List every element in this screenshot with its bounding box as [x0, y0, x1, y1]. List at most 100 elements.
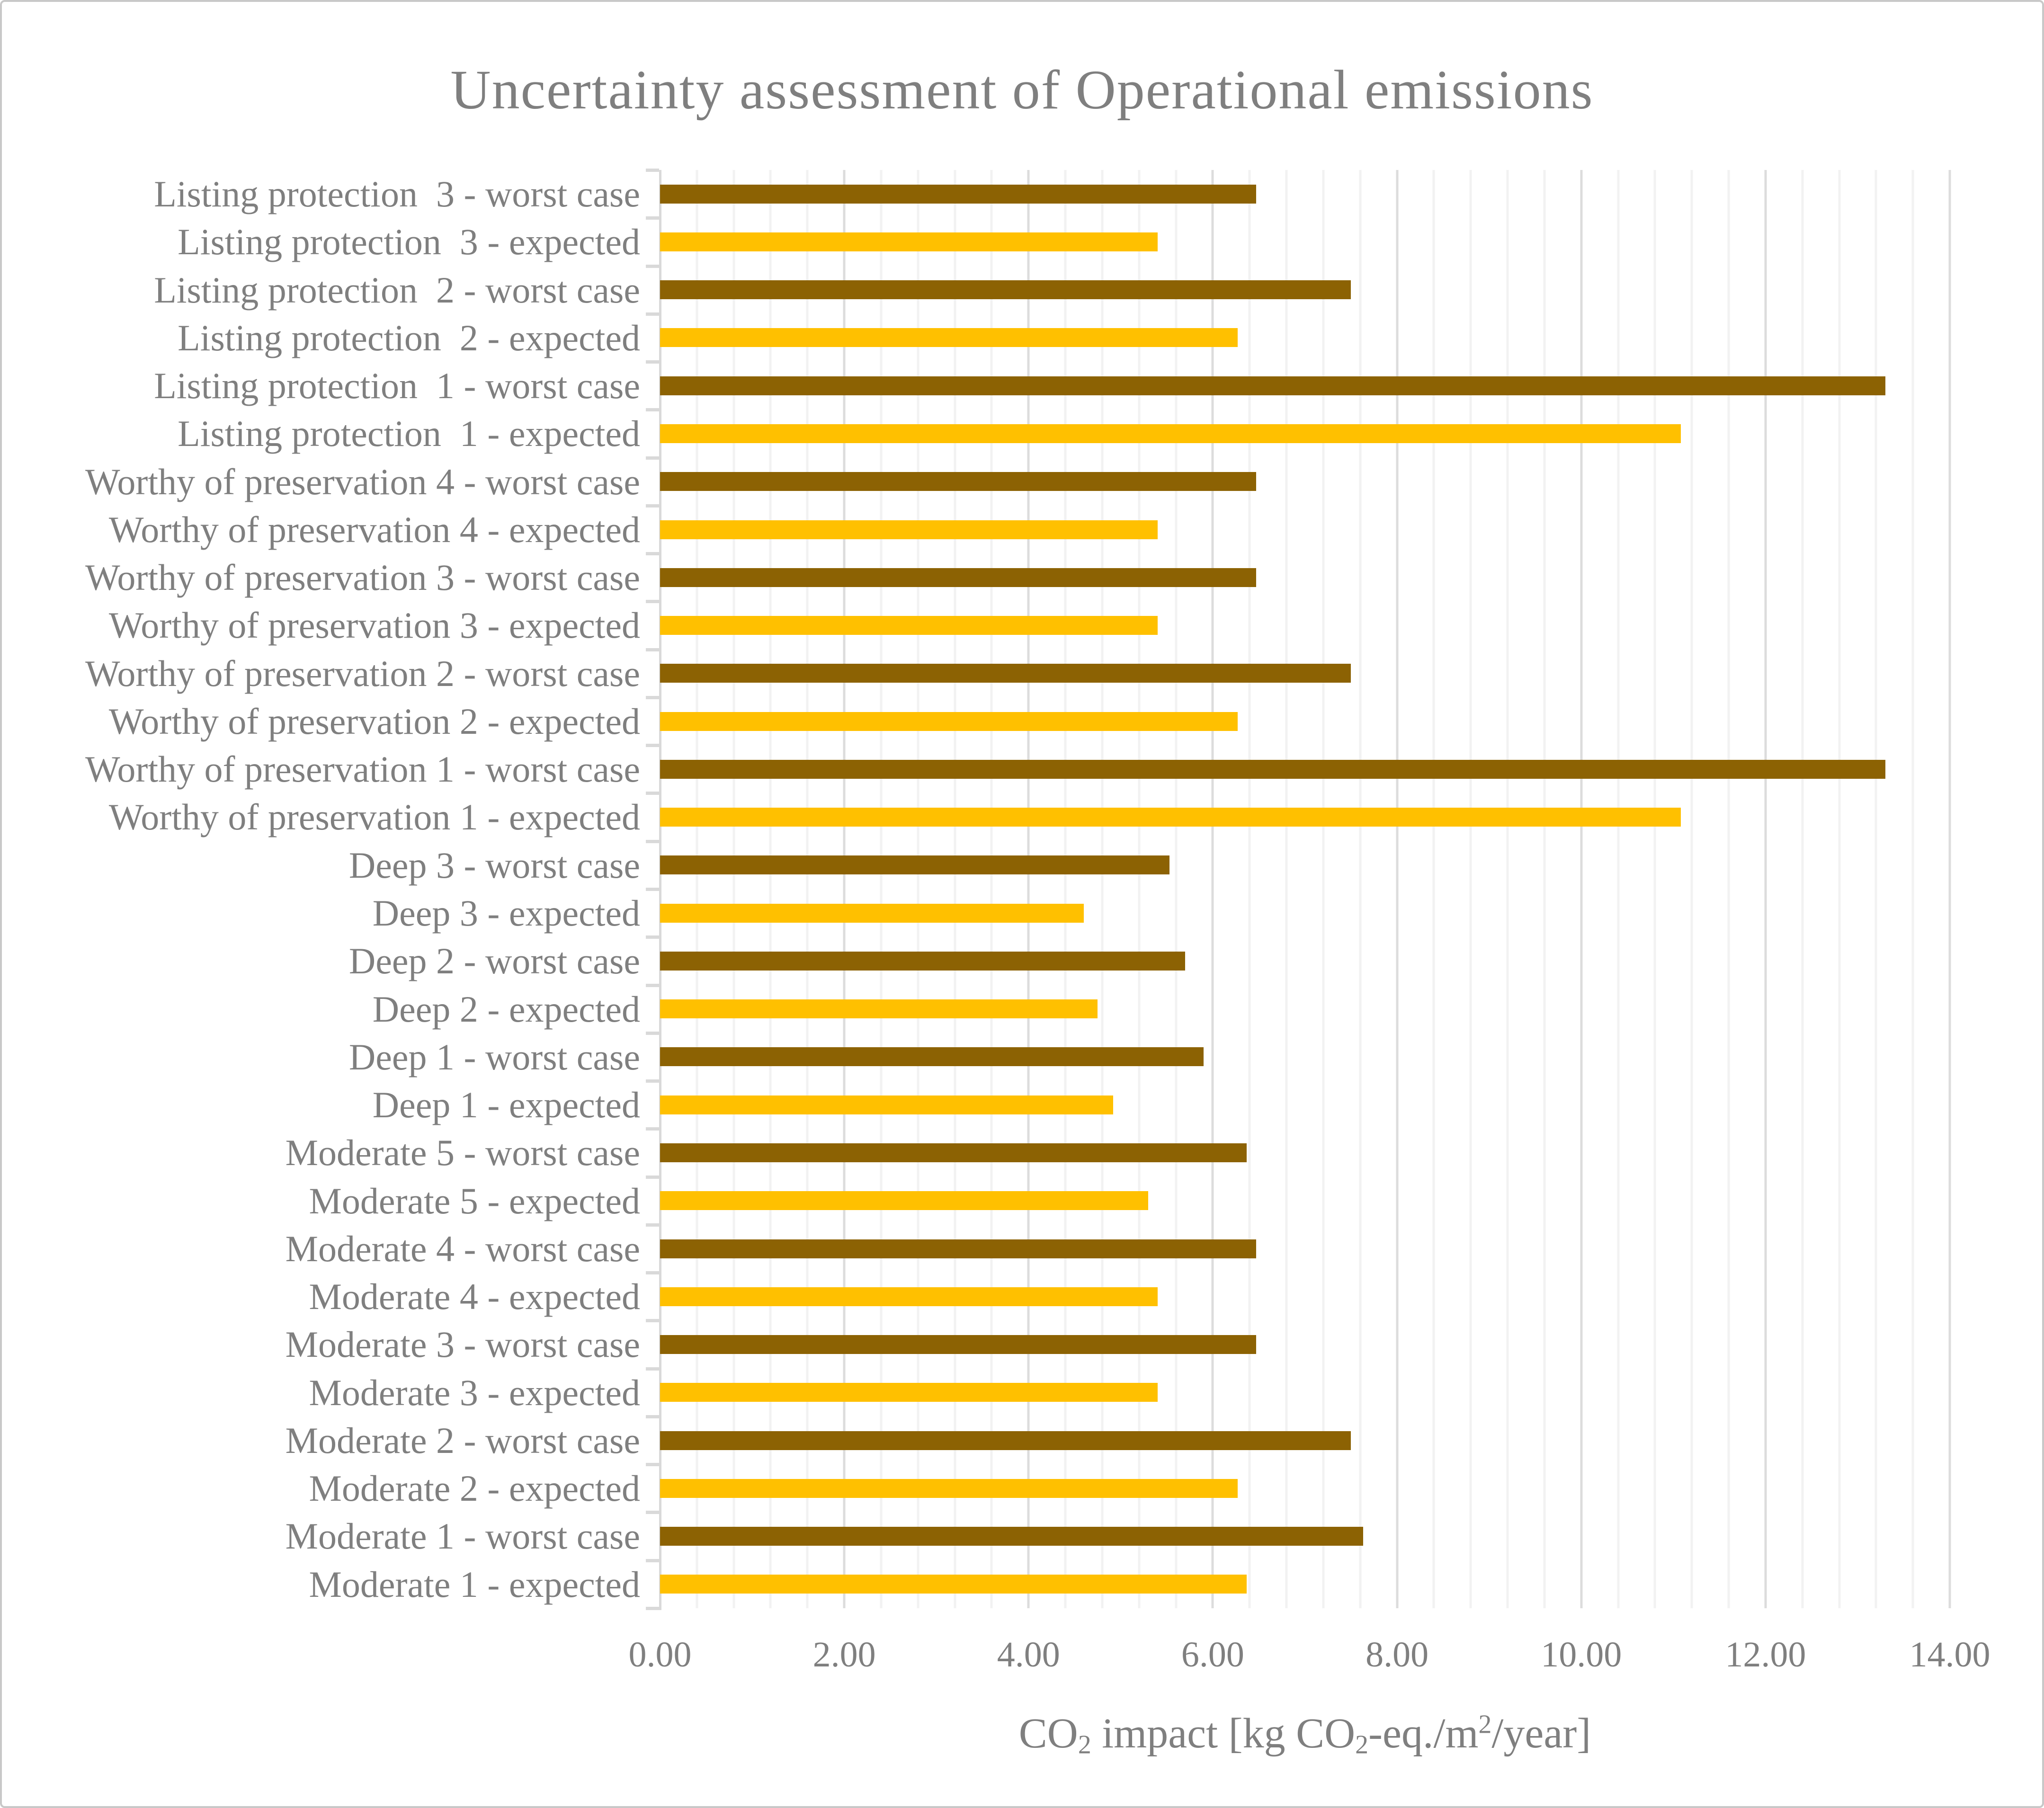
category-label: Moderate 5 - worst case	[285, 1132, 640, 1174]
category-label: Deep 3 - worst case	[348, 844, 640, 886]
category-label: Worthy of preservation 2 - expected	[108, 700, 640, 742]
bar-expected	[660, 903, 1084, 923]
category-label: Moderate 4 - worst case	[285, 1228, 640, 1269]
x-axis-tick-label: 12.00	[1725, 1635, 1806, 1674]
gridline-minor	[1064, 170, 1067, 1608]
x-axis-tick-label: 6.00	[1181, 1635, 1244, 1674]
category-label: Moderate 2 - worst case	[285, 1419, 640, 1461]
y-axis-tick	[646, 1079, 659, 1083]
gridline-minor	[769, 170, 772, 1608]
gridline-minor	[1543, 170, 1546, 1608]
category-label: Listing protection 1 - worst case	[154, 365, 640, 407]
gridline-minor	[990, 170, 993, 1608]
gridline-minor	[806, 170, 809, 1608]
y-axis-tick	[646, 1175, 659, 1179]
y-axis-tick	[646, 264, 659, 268]
y-axis-tick	[646, 983, 659, 987]
category-label: Deep 2 - expected	[372, 988, 640, 1030]
gridline-minor	[954, 170, 956, 1608]
y-axis-tick	[646, 695, 659, 699]
y-axis-tick	[646, 1367, 659, 1371]
category-label: Worthy of preservation 3 - expected	[108, 605, 640, 646]
y-axis-tick	[646, 839, 659, 843]
gridline-major	[843, 170, 846, 1608]
bar-expected	[660, 1191, 1149, 1211]
gridline-minor	[1653, 170, 1656, 1608]
category-label: Moderate 4 - expected	[309, 1276, 641, 1318]
bar-worst	[660, 664, 1351, 683]
category-label: Moderate 1 - worst case	[285, 1515, 640, 1557]
x-axis-tick-label: 14.00	[1909, 1635, 1990, 1674]
gridline-major	[1027, 170, 1030, 1608]
y-axis-tick	[646, 1223, 659, 1227]
category-label: Moderate 1 - expected	[309, 1563, 641, 1605]
category-label: Deep 3 - expected	[372, 892, 640, 934]
bar-expected	[660, 808, 1681, 827]
gridline-minor	[1727, 170, 1730, 1608]
category-label: Worthy of preservation 1 - worst case	[85, 748, 640, 790]
x-axis-title-text: CO	[1018, 1710, 1078, 1757]
category-label: Moderate 5 - expected	[309, 1180, 641, 1221]
bar-expected	[660, 1478, 1238, 1498]
category-label: Deep 2 - worst case	[348, 940, 640, 982]
gridline-minor	[1285, 170, 1288, 1608]
y-axis-tick	[646, 1271, 659, 1275]
bar-expected	[660, 1287, 1158, 1306]
y-axis-tick	[646, 1319, 659, 1323]
category-label: Worthy of preservation 2 - worst case	[85, 652, 640, 694]
category-label: Moderate 2 - expected	[309, 1468, 641, 1509]
y-axis-tick	[646, 360, 659, 364]
bar-worst	[660, 472, 1256, 491]
bar-expected	[660, 1095, 1114, 1114]
x-axis-tick-label: 8.00	[1366, 1635, 1429, 1674]
bar-worst	[660, 1143, 1247, 1162]
y-axis-tick	[646, 1031, 659, 1035]
x-axis-title-sub: 2	[1355, 1730, 1369, 1760]
gridline-minor	[1469, 170, 1472, 1608]
y-axis-line	[659, 170, 661, 1610]
y-axis-tick	[646, 648, 659, 651]
y-axis-tick	[646, 408, 659, 412]
gridline-major	[1211, 170, 1214, 1608]
gridline-major	[1948, 170, 1951, 1608]
gridline-minor	[1838, 170, 1840, 1608]
y-axis-tick	[646, 504, 659, 508]
category-label: Moderate 3 - expected	[309, 1372, 641, 1413]
gridline-minor	[1359, 170, 1362, 1608]
category-label: Listing protection 2 - worst case	[154, 269, 640, 311]
category-label: Listing protection 3 - worst case	[154, 173, 640, 214]
y-axis-tick	[646, 1127, 659, 1131]
x-axis-tick-label: 2.00	[812, 1635, 876, 1674]
bar-worst	[660, 1431, 1351, 1450]
category-label: Worthy of preservation 4 - worst case	[85, 461, 640, 502]
gridline-minor	[1506, 170, 1509, 1608]
bar-worst	[660, 184, 1256, 204]
bar-expected	[660, 232, 1158, 251]
bar-worst	[660, 759, 1885, 779]
y-axis-tick	[646, 1559, 659, 1562]
category-label: Listing protection 2 - expected	[178, 317, 640, 358]
gridline-minor	[880, 170, 883, 1608]
x-axis-title-text: -eq./m	[1368, 1710, 1479, 1757]
y-axis-tick	[646, 169, 659, 172]
x-axis-tick-label: 10.00	[1541, 1635, 1622, 1674]
gridline-minor	[1138, 170, 1141, 1608]
y-axis-tick	[646, 1415, 659, 1418]
bar-worst	[660, 951, 1186, 971]
category-label: Deep 1 - expected	[372, 1084, 640, 1126]
x-axis-title-text: impact [kg CO	[1091, 1710, 1356, 1757]
gridline-minor	[696, 170, 698, 1608]
bar-expected	[660, 520, 1158, 539]
bar-expected	[660, 1575, 1247, 1594]
category-label: Listing protection 1 - expected	[178, 413, 640, 454]
gridline-minor	[917, 170, 919, 1608]
bar-worst	[660, 1335, 1256, 1354]
bar-worst	[660, 568, 1256, 587]
y-axis-tick	[646, 744, 659, 748]
gridline-minor	[1911, 170, 1914, 1608]
bar-worst	[660, 376, 1885, 395]
category-label: Worthy of preservation 1 - expected	[108, 796, 640, 838]
gridline-major	[1580, 170, 1583, 1608]
gridline-minor	[1801, 170, 1804, 1608]
